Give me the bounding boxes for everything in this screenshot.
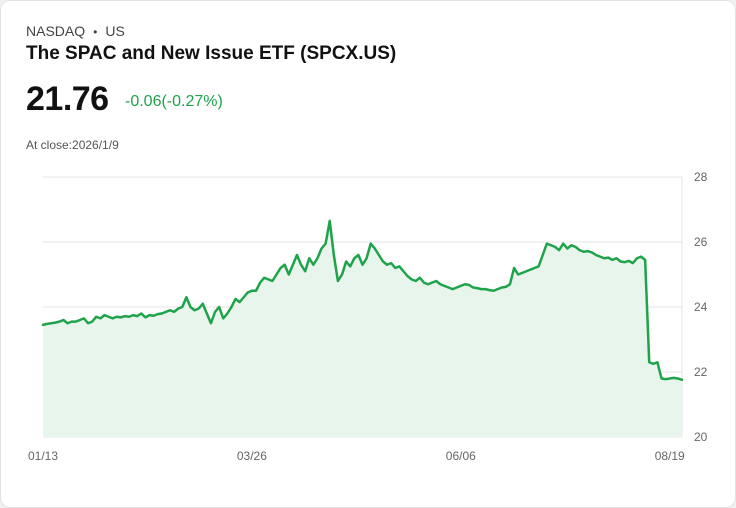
separator-dot: • <box>93 25 98 39</box>
price-change: -0.06(-0.27%) <box>125 93 223 110</box>
y-tick-label: 28 <box>694 170 708 184</box>
region-label: US <box>105 23 125 39</box>
y-tick-label: 26 <box>694 235 708 249</box>
price-value: 21.76 <box>26 80 109 118</box>
exchange-label: NASDAQ <box>26 23 86 39</box>
y-tick-label: 22 <box>694 365 708 379</box>
close-date: 2026/1/9 <box>72 138 119 152</box>
page-title: The SPAC and New Issue ETF (SPCX.US) <box>26 43 397 64</box>
x-tick-label: 08/19 <box>655 449 685 463</box>
x-tick-label: 01/13 <box>28 449 58 463</box>
y-tick-label: 24 <box>694 300 708 314</box>
price-area-fill <box>43 220 682 437</box>
x-tick-label: 06/06 <box>446 449 476 463</box>
close-info: At close:2026/1/9 <box>26 138 119 152</box>
price-line <box>41 219 684 382</box>
close-label: At close: <box>26 138 73 152</box>
x-tick-label: 03/26 <box>237 449 267 463</box>
exchange-line: NASDAQ • US <box>26 23 125 39</box>
y-tick-label: 20 <box>694 430 708 444</box>
